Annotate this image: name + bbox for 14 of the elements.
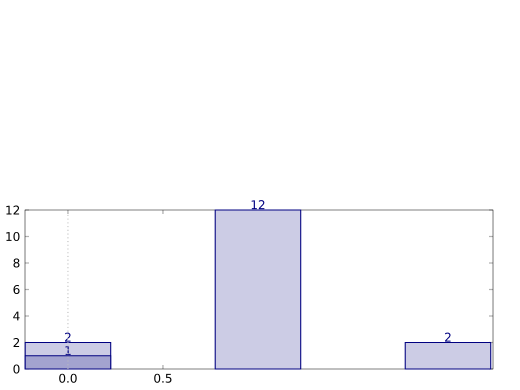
y-tick-label: 12 [6, 206, 20, 214]
y-tick-label: 10 [6, 232, 20, 242]
y-tick-label: 4 [13, 312, 20, 320]
y-tick-label: 2 [14, 338, 20, 347]
x-tick-label: 0.5 [154, 374, 172, 383]
data-label: 2 [445, 332, 451, 342]
data-label: 12 [252, 200, 264, 210]
x-tick-label: 0.0 [59, 374, 77, 383]
bar [404, 342, 492, 370]
y-tick-label: 6 [13, 284, 20, 294]
data-label: 2 [65, 332, 71, 342]
y-tick-label: 8 [13, 258, 20, 268]
bar [214, 209, 302, 370]
y-tick-label: 0 [13, 364, 20, 374]
